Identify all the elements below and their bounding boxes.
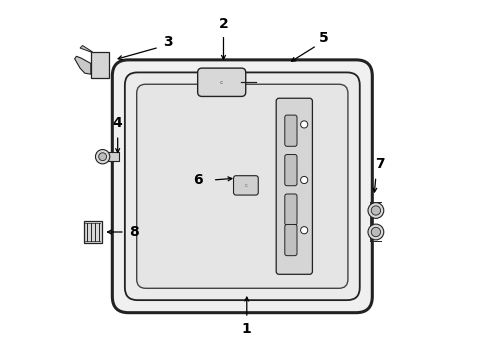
- FancyBboxPatch shape: [285, 225, 297, 256]
- Polygon shape: [80, 45, 93, 52]
- FancyBboxPatch shape: [112, 60, 372, 313]
- FancyBboxPatch shape: [276, 98, 313, 274]
- Polygon shape: [74, 56, 91, 74]
- Text: 7: 7: [375, 157, 384, 171]
- Text: 4: 4: [113, 116, 122, 130]
- Bar: [84, 221, 101, 243]
- Circle shape: [300, 226, 308, 234]
- Text: 6: 6: [194, 173, 203, 187]
- FancyBboxPatch shape: [234, 176, 258, 195]
- Circle shape: [96, 149, 110, 164]
- FancyBboxPatch shape: [137, 84, 348, 288]
- Circle shape: [300, 176, 308, 184]
- Bar: [91, 52, 109, 78]
- Circle shape: [371, 206, 381, 215]
- Circle shape: [368, 224, 384, 240]
- Text: 3: 3: [163, 35, 172, 49]
- Text: c: c: [245, 183, 247, 188]
- FancyBboxPatch shape: [125, 72, 360, 300]
- Text: 5: 5: [319, 31, 329, 45]
- FancyBboxPatch shape: [197, 68, 245, 96]
- Circle shape: [371, 227, 381, 237]
- Circle shape: [98, 153, 107, 161]
- Circle shape: [368, 203, 384, 219]
- Circle shape: [300, 121, 308, 128]
- FancyBboxPatch shape: [285, 194, 297, 225]
- FancyBboxPatch shape: [285, 115, 297, 146]
- Text: 2: 2: [219, 17, 228, 31]
- FancyBboxPatch shape: [285, 154, 297, 186]
- Text: c: c: [220, 80, 223, 85]
- Text: 8: 8: [129, 225, 139, 239]
- Bar: [100, 152, 119, 161]
- Text: 1: 1: [242, 322, 252, 336]
